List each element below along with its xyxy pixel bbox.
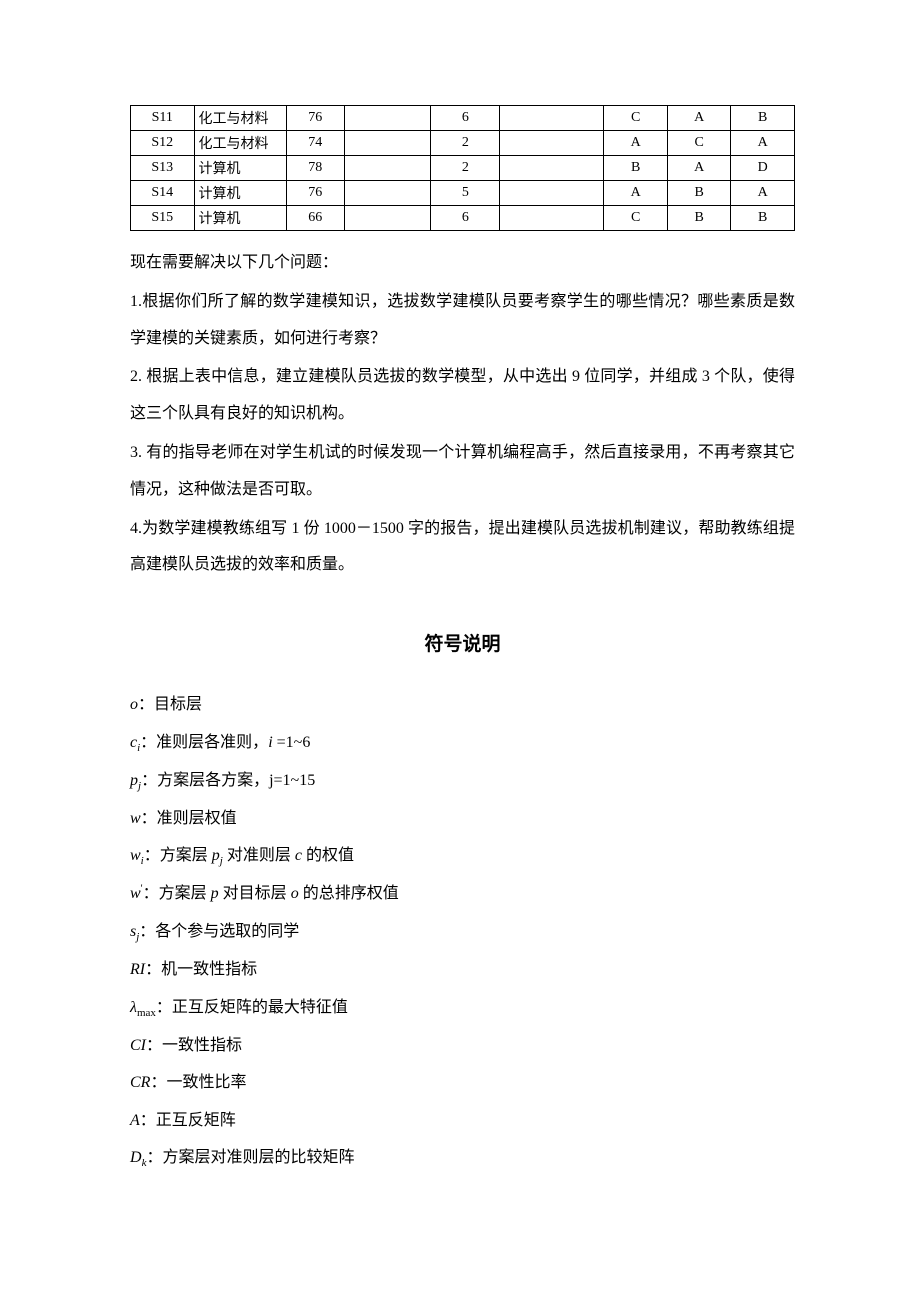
section-title: 符号说明 <box>130 629 795 656</box>
sym-sj: sj：各个参与选取的同学 <box>130 913 795 951</box>
cell <box>344 131 431 156</box>
sym-o: o：目标层 <box>130 686 795 724</box>
cell: B <box>731 106 795 131</box>
cell: 2 <box>431 131 500 156</box>
sym-Ci: CI：一致性指标 <box>130 1027 795 1065</box>
cell: A <box>667 156 731 181</box>
table-row: S12 化工与材料 74 2 A C A <box>131 131 795 156</box>
table-row: S11 化工与材料 76 6 C A B <box>131 106 795 131</box>
cell: C <box>667 131 731 156</box>
sym-w: w：准则层权值 <box>130 800 795 838</box>
cell: 计算机 <box>194 156 286 181</box>
sym-pj: pj：方案层各方案，j=1~15 <box>130 762 795 800</box>
cell: A <box>731 131 795 156</box>
question-1: 1.根据你们所了解的数学建模知识，选拔数学建模队员要考察学生的哪些情况？哪些素质… <box>130 284 795 358</box>
table-row: S13 计算机 78 2 B A D <box>131 156 795 181</box>
cell: A <box>731 181 795 206</box>
cell <box>500 206 604 231</box>
sym-wi: wi：方案层 pj 对准则层 c 的权值 <box>130 837 795 875</box>
cell: S11 <box>131 106 195 131</box>
cell: S12 <box>131 131 195 156</box>
sym-wprime: w'：方案层 p 对目标层 o 的总排序权值 <box>130 875 795 913</box>
table-row: S15 计算机 66 6 C B B <box>131 206 795 231</box>
cell <box>500 181 604 206</box>
question-2: 2. 根据上表中信息，建立建模队员选拔的数学模型，从中选出 9 位同学，并组成 … <box>130 359 795 433</box>
symbol-definitions: o：目标层 ci：准则层各准则，i =1~6 pj：方案层各方案，j=1~15 … <box>130 686 795 1177</box>
cell: A <box>667 106 731 131</box>
cell: C <box>604 206 668 231</box>
cell: 66 <box>286 206 344 231</box>
cell: C <box>604 106 668 131</box>
cell: 6 <box>431 106 500 131</box>
cell: B <box>667 206 731 231</box>
cell: B <box>667 181 731 206</box>
sym-lambda: λmax：正互反矩阵的最大特征值 <box>130 989 795 1027</box>
question-3: 3. 有的指导老师在对学生机试的时候发现一个计算机编程高手，然后直接录用，不再考… <box>130 435 795 509</box>
questions-block: 现在需要解决以下几个问题： 1.根据你们所了解的数学建模知识，选拔数学建模队员要… <box>130 245 795 584</box>
cell: 计算机 <box>194 181 286 206</box>
cell: D <box>731 156 795 181</box>
cell <box>500 156 604 181</box>
cell: A <box>604 131 668 156</box>
cell: S15 <box>131 206 195 231</box>
intro-line: 现在需要解决以下几个问题： <box>130 245 795 282</box>
cell: 计算机 <box>194 206 286 231</box>
cell <box>500 106 604 131</box>
cell: S14 <box>131 181 195 206</box>
cell: 2 <box>431 156 500 181</box>
cell: 76 <box>286 181 344 206</box>
sym-ri: RI：机一致性指标 <box>130 951 795 989</box>
cell: 78 <box>286 156 344 181</box>
sym-a: A：正互反矩阵 <box>130 1102 795 1140</box>
sym-dk: Dk：方案层对准则层的比较矩阵 <box>130 1139 795 1177</box>
cell <box>344 106 431 131</box>
cell <box>344 181 431 206</box>
cell <box>500 131 604 156</box>
cell: A <box>604 181 668 206</box>
cell: B <box>604 156 668 181</box>
cell: B <box>731 206 795 231</box>
cell <box>344 206 431 231</box>
sym-ci: ci：准则层各准则，i =1~6 <box>130 724 795 762</box>
cell: 化工与材料 <box>194 106 286 131</box>
cell: 76 <box>286 106 344 131</box>
cell: 74 <box>286 131 344 156</box>
sym-cr: CR：一致性比率 <box>130 1064 795 1102</box>
cell <box>344 156 431 181</box>
cell: 5 <box>431 181 500 206</box>
cell: 6 <box>431 206 500 231</box>
question-4: 4.为数学建模教练组写 1 份 1000－1500 字的报告，提出建模队员选拔机… <box>130 511 795 585</box>
table-row: S14 计算机 76 5 A B A <box>131 181 795 206</box>
cell: 化工与材料 <box>194 131 286 156</box>
data-table: S11 化工与材料 76 6 C A B S12 化工与材料 74 2 A C … <box>130 105 795 231</box>
cell: S13 <box>131 156 195 181</box>
